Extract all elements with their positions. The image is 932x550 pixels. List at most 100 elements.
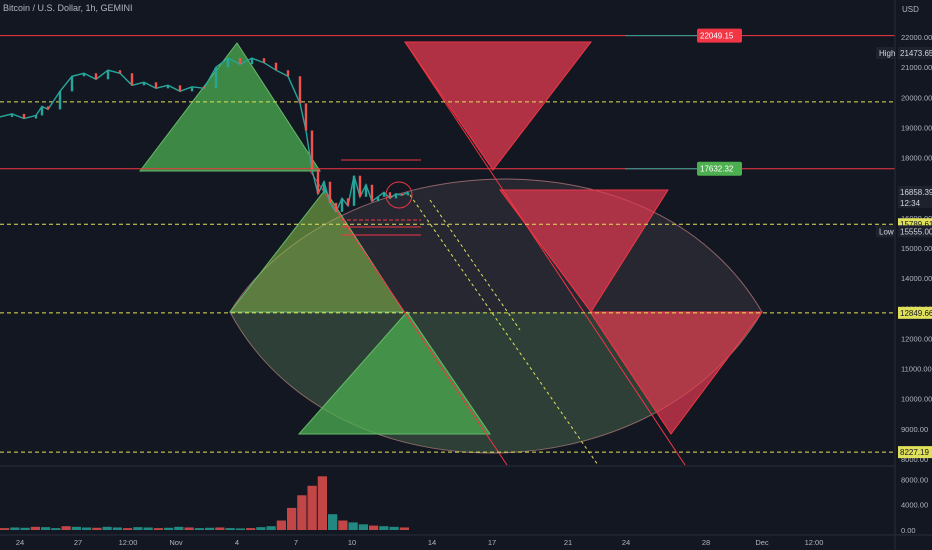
trend-line-dashed[interactable] — [409, 194, 599, 466]
y-tick-label: 8000.00 — [901, 455, 928, 464]
green-triangle-mid[interactable] — [228, 189, 405, 313]
volume-bar — [112, 527, 122, 530]
volume-bar — [71, 526, 81, 530]
x-tick-label: 7 — [294, 538, 298, 547]
axis-tag — [898, 186, 932, 199]
candle — [40, 106, 44, 116]
x-tick-label: 4 — [235, 538, 239, 547]
volume-bar — [328, 514, 338, 530]
volume-bar — [30, 526, 40, 530]
trend-line-dashed-2[interactable] — [429, 199, 521, 331]
y-tick-label: 12000.00 — [901, 334, 932, 343]
volume-bar — [92, 527, 102, 530]
price-axis[interactable]: 22000.00 21000.00 20000.00 19000.00 18000.00… — [876, 0, 932, 550]
volume-bar — [102, 526, 112, 530]
volume-bar — [307, 485, 317, 530]
green-triangle-top[interactable] — [138, 42, 321, 172]
chart-title: Bitcoin / U.S. Dollar, 1h, GEMINI — [3, 3, 133, 13]
candle — [310, 130, 314, 170]
candle — [70, 76, 74, 92]
axis-tag-sub — [898, 198, 932, 209]
candle — [106, 70, 110, 80]
volume-bar — [225, 528, 235, 530]
drawing-objects[interactable] — [138, 41, 763, 466]
volume-bar — [348, 522, 358, 530]
x-tick-label: 24 — [622, 538, 630, 547]
candle — [46, 106, 50, 110]
y-tick-label: 21000.00 — [901, 63, 932, 72]
price-series — [0, 57, 410, 214]
time-axis[interactable]: 24 27 12:00 Nov 4 7 10 14 17 21 24 28 Dec 12:00 — [0, 534, 932, 547]
volume-bar — [41, 527, 51, 530]
candle — [58, 91, 62, 110]
candle — [178, 85, 182, 92]
x-tick-label: 17 — [488, 538, 496, 547]
candle — [94, 73, 98, 80]
y-tick-label: 11000.00 — [901, 365, 932, 374]
level-tag-text: 17632.32 — [700, 165, 734, 174]
candle — [262, 58, 266, 63]
volume-bar — [20, 527, 30, 530]
axis-tag-text: 16858.39 — [900, 188, 932, 197]
axis-tag — [898, 306, 932, 319]
candle — [352, 175, 356, 206]
x-tick-label: Dec — [755, 538, 769, 547]
red-triangle-top[interactable] — [404, 41, 593, 171]
axis-tag-text: 12849.66 — [900, 309, 932, 318]
x-tick-label: 12:00 — [119, 538, 138, 547]
currency-label: USD — [902, 5, 919, 14]
volume-bar — [174, 526, 184, 530]
candle — [34, 115, 38, 119]
axis-tag — [898, 46, 932, 59]
volume-pane: 8000.00 4000.00 0.00 — [0, 465, 928, 535]
axis-tag-text: 8227.19 — [900, 448, 929, 457]
volume-bar — [0, 528, 10, 530]
volume-bar — [266, 526, 276, 530]
volume-tick-label: 0.00 — [901, 526, 916, 535]
candle — [190, 86, 194, 92]
candle — [202, 86, 206, 89]
candle — [250, 58, 254, 65]
horizontal-levels[interactable]: 22049.15 17632.32 — [0, 28, 895, 453]
candle — [358, 175, 362, 197]
x-tick-label: 24 — [16, 538, 24, 547]
level-tag — [697, 161, 742, 176]
volume-bar — [317, 476, 327, 530]
volume-bar — [133, 527, 143, 530]
candle — [130, 73, 134, 86]
candle — [346, 198, 350, 206]
axis-tag — [898, 225, 932, 238]
candle — [286, 70, 290, 77]
volume-bar — [379, 526, 389, 530]
volume-bar — [184, 527, 194, 530]
volume-bar — [10, 527, 20, 530]
axis-tag-text: 15789.61 — [900, 220, 932, 229]
red-triangle-low[interactable] — [589, 311, 763, 435]
axis-tag-text: 21473.65 — [900, 49, 932, 58]
candle — [400, 193, 404, 196]
x-tick-label: 14 — [428, 538, 436, 547]
y-tick-label: 18000.00 — [901, 154, 932, 163]
axis-tag-prefix — [876, 225, 896, 238]
candle — [322, 181, 326, 194]
x-tick-label: 10 — [348, 538, 356, 547]
candle — [334, 202, 338, 212]
candle — [376, 196, 380, 202]
candle — [154, 82, 158, 89]
candle — [328, 181, 332, 203]
volume-bar — [194, 528, 204, 530]
candle — [214, 67, 218, 89]
green-triangle-low[interactable] — [297, 311, 491, 435]
volume-bar — [338, 520, 348, 530]
candle — [406, 192, 410, 196]
y-tick-label: 10000.00 — [901, 395, 932, 404]
axis-tag-sub-text: 12:34 — [900, 199, 921, 208]
candle — [316, 169, 320, 194]
volume-bar — [51, 528, 61, 530]
candle — [340, 198, 344, 212]
trend-line-red-1[interactable] — [404, 41, 686, 466]
volume-bar — [369, 525, 379, 530]
red-triangle-mid[interactable] — [499, 189, 669, 313]
x-tick-label: Nov — [169, 538, 183, 547]
